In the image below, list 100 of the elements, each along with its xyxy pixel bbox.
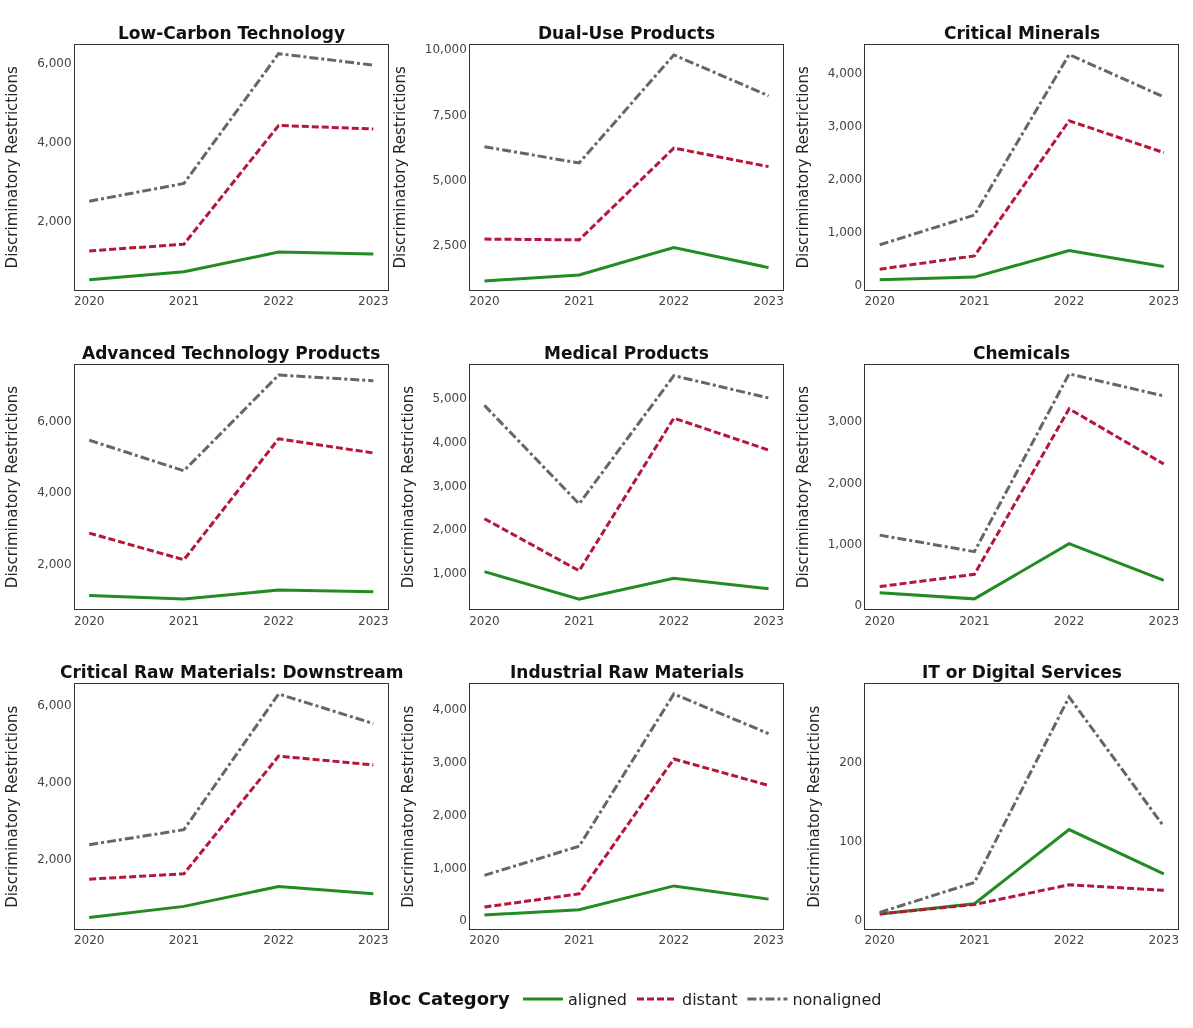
x-tick-label: 2022 <box>658 933 690 948</box>
x-tick-label: 2021 <box>959 933 990 948</box>
x-tick-label: 2023 <box>753 613 784 628</box>
y-tick-label: 1,000 <box>827 536 863 551</box>
y-tick-label: 0 <box>854 912 863 927</box>
x-tick-label: 2021 <box>959 293 990 308</box>
x-tick-label: 2022 <box>263 933 294 948</box>
y-tick-label: 1,000 <box>432 860 467 875</box>
y-tick-label: 2,000 <box>827 172 863 187</box>
y-tick-label: 3,000 <box>432 478 467 493</box>
legend-label: nonaligned <box>792 990 882 1010</box>
x-tick-label: 2020 <box>864 293 895 308</box>
line-series <box>878 407 1166 589</box>
y-axis-title: Discriminatory Restrictions <box>3 385 22 589</box>
x-tick-label: 2020 <box>73 933 105 948</box>
y-tick-label: 2,500 <box>432 238 467 253</box>
y-tick-label: 6,000 <box>37 698 72 713</box>
x-tick-label: 2021 <box>168 293 200 308</box>
y-axis-title: Discriminatory Restrictions <box>391 65 410 269</box>
y-tick-label: 3,000 <box>827 119 863 134</box>
x-tick-label: 2023 <box>358 933 389 948</box>
line-series <box>482 692 771 877</box>
x-tick-label: 2020 <box>73 293 105 308</box>
line-series <box>87 52 375 203</box>
line-series <box>482 53 771 165</box>
line-series <box>87 754 375 881</box>
y-axis-title: Discriminatory Restrictions <box>793 385 812 589</box>
y-tick-label: 4,000 <box>37 134 72 149</box>
line-series <box>87 692 375 847</box>
x-tick-label: 2023 <box>358 293 389 308</box>
chart-title: Medical Products <box>544 343 709 363</box>
y-axis-title: Discriminatory Restrictions <box>398 385 417 589</box>
line-series <box>87 884 375 919</box>
line-series <box>878 249 1166 282</box>
x-tick-label: 2023 <box>753 293 784 308</box>
legend-label: aligned <box>567 990 627 1010</box>
y-axis-title: Discriminatory Restrictions <box>3 65 22 269</box>
line-series <box>482 374 771 506</box>
y-tick-label: 2,000 <box>37 556 72 571</box>
legend-title: Bloc Category <box>368 988 510 1010</box>
x-tick-label: 2023 <box>1148 613 1180 628</box>
y-tick-label: 6,000 <box>37 414 72 429</box>
y-tick-label: 4,000 <box>827 66 863 81</box>
y-axis-title: Discriminatory Restrictions <box>793 65 812 269</box>
x-tick-label: 2020 <box>864 613 895 628</box>
chart-title: Critical Raw Materials: Downstream <box>60 662 404 682</box>
x-tick-label: 2023 <box>358 613 389 628</box>
x-tick-label: 2023 <box>1148 933 1180 948</box>
x-tick-label: 2022 <box>1053 293 1085 308</box>
chart-title: Critical Minerals <box>944 23 1101 43</box>
x-tick-label: 2022 <box>263 613 294 628</box>
y-tick-label: 6,000 <box>37 55 72 70</box>
x-tick-label: 2022 <box>1053 933 1085 948</box>
y-tick-label: 3,000 <box>827 414 863 429</box>
x-tick-label: 2020 <box>469 933 500 948</box>
x-tick-label: 2022 <box>1053 613 1085 628</box>
x-tick-label: 2022 <box>263 293 294 308</box>
line-series <box>482 416 771 573</box>
y-tick-label: 2,000 <box>37 851 72 866</box>
chart-title: Dual-Use Products <box>538 23 716 43</box>
y-tick-label: 0 <box>459 913 467 928</box>
chart-title: Industrial Raw Materials <box>510 662 745 682</box>
y-tick-label: 4,000 <box>37 485 72 500</box>
x-tick-label: 2021 <box>168 613 200 628</box>
legend-label: distant <box>681 990 738 1010</box>
x-tick-label: 2023 <box>753 933 784 948</box>
x-tick-label: 2021 <box>563 293 595 308</box>
chart-title: Advanced Technology Products <box>82 343 381 363</box>
line-series <box>878 883 1166 916</box>
x-tick-label: 2021 <box>563 933 595 948</box>
y-tick-label: 2,000 <box>37 213 72 228</box>
x-tick-label: 2020 <box>864 933 895 948</box>
line-series <box>87 437 375 562</box>
x-tick-label: 2020 <box>469 613 500 628</box>
line-series <box>87 373 375 473</box>
line-series <box>878 119 1166 271</box>
line-series <box>87 123 375 253</box>
y-tick-label: 2,000 <box>432 807 467 822</box>
chart-title: IT or Digital Services <box>922 662 1122 682</box>
x-tick-label: 2020 <box>73 613 105 628</box>
line-series <box>482 570 771 601</box>
y-tick-label: 4,000 <box>432 434 467 449</box>
y-tick-label: 2,000 <box>432 522 467 537</box>
x-tick-label: 2021 <box>168 933 200 948</box>
y-tick-label: 3,000 <box>432 754 467 769</box>
y-tick-label: 5,000 <box>432 391 467 406</box>
line-series <box>482 884 771 917</box>
x-tick-label: 2023 <box>1148 293 1180 308</box>
x-tick-label: 2022 <box>658 613 690 628</box>
y-tick-label: 1,000 <box>432 566 467 581</box>
y-tick-label: 1,000 <box>827 225 863 240</box>
y-tick-label: 2,000 <box>827 475 863 490</box>
x-tick-label: 2021 <box>959 613 990 628</box>
line-series <box>878 695 1166 914</box>
y-tick-label: 5,000 <box>432 172 467 187</box>
y-tick-label: 0 <box>854 278 863 293</box>
y-tick-label: 0 <box>854 598 863 613</box>
y-axis-title: Discriminatory Restrictions <box>805 705 824 908</box>
line-series <box>482 245 771 283</box>
y-tick-label: 200 <box>839 754 863 769</box>
